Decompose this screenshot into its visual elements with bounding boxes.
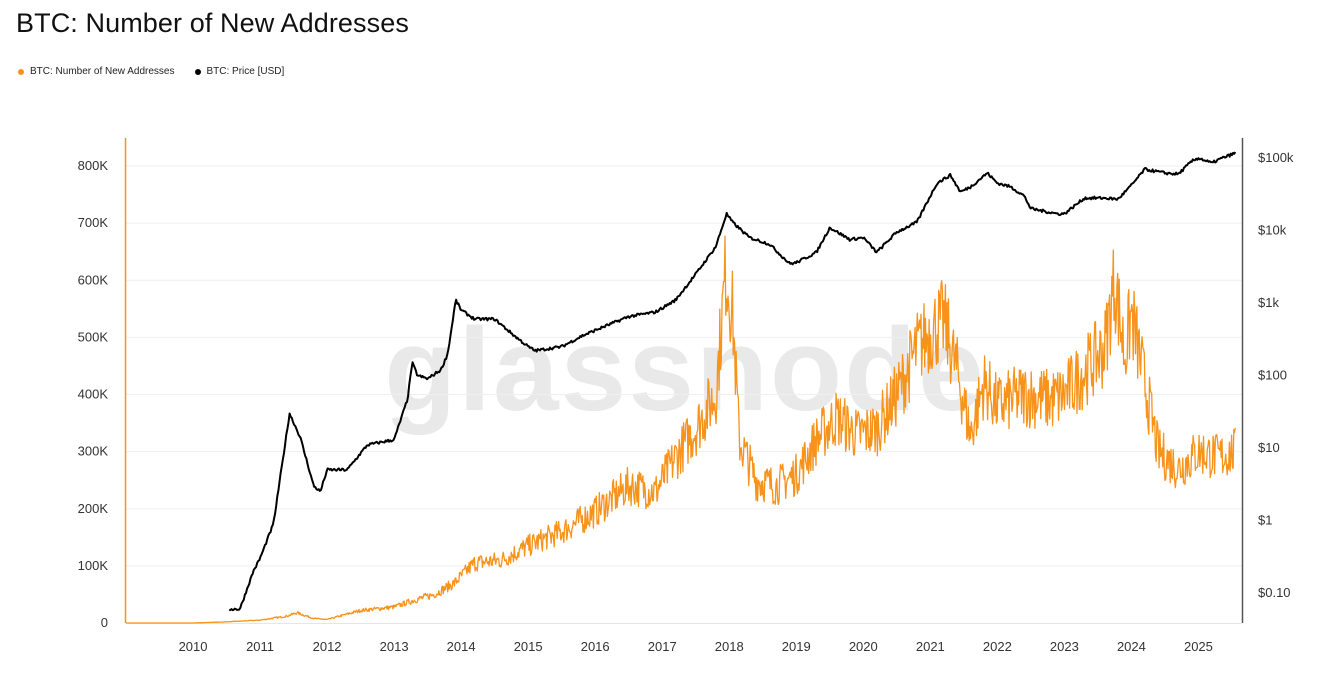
y-left-tick-label: 300K — [78, 444, 109, 459]
x-tick-label: 2019 — [782, 639, 811, 654]
x-tick-label: 2013 — [380, 639, 409, 654]
y-left-tick-label: 600K — [78, 272, 109, 287]
x-tick-label: 2014 — [447, 639, 476, 654]
y-right-tick-label: $100 — [1258, 368, 1287, 383]
x-tick-label: 2022 — [983, 639, 1012, 654]
x-tick-label: 2015 — [514, 639, 543, 654]
legend-item-price[interactable]: BTC: Price [USD] — [194, 66, 285, 77]
y-left-tick-label: 100K — [78, 558, 109, 573]
legend: BTC: Number of New Addresses BTC: Price … — [18, 66, 304, 77]
legend-label-price: BTC: Price [USD] — [206, 66, 285, 77]
y-left-tick-label: 700K — [78, 215, 109, 230]
legend-label-new-addresses: BTC: Number of New Addresses — [30, 66, 175, 77]
y-left-tick-label: 800K — [78, 158, 109, 173]
y-left-tick-label: 500K — [78, 329, 109, 344]
price-line — [228, 151, 1237, 612]
gridlines — [126, 165, 1242, 567]
new-addresses-line — [126, 235, 1236, 624]
x-tick-label: 2011 — [246, 639, 274, 654]
x-tick-label: 2024 — [1117, 639, 1146, 654]
x-tick-label: 2021 — [916, 639, 945, 654]
x-tick-label: 2016 — [581, 639, 610, 654]
y-right-tick-label: $100k — [1258, 150, 1294, 165]
legend-swatch-new-addresses — [18, 68, 24, 75]
axes — [124, 138, 1244, 624]
series-layer — [126, 151, 1237, 624]
x-tick-label: 2018 — [715, 639, 744, 654]
x-tick-label: 2020 — [849, 639, 878, 654]
y-right-tick-label: $1 — [1258, 513, 1272, 528]
y-left-tick-label: 0 — [101, 615, 108, 630]
chart-title: BTC: Number of New Addresses — [16, 8, 409, 38]
legend-swatch-price — [194, 68, 201, 75]
legend-item-new-addresses[interactable]: BTC: Number of New Addresses — [18, 66, 175, 77]
y-right-tick-label: $10 — [1258, 440, 1280, 455]
x-tick-label: 2017 — [648, 639, 677, 654]
y-left-tick-label: 200K — [78, 501, 109, 516]
y-right-tick-label: $0.10 — [1258, 585, 1291, 600]
tick-labels: 0 100K 200K 300K 400K 500K 600K 700K 800K $0.10 $1… — [78, 150, 1294, 654]
y-left-tick-label: 400K — [78, 387, 109, 402]
y-right-tick-label: $1k — [1258, 295, 1279, 310]
x-tick-label: 2023 — [1050, 639, 1079, 654]
y-right-tick-label: $10k — [1258, 223, 1287, 238]
x-tick-label: 2010 — [179, 639, 208, 654]
x-tick-label: 2012 — [313, 639, 342, 654]
x-tick-label: 2025 — [1184, 639, 1213, 654]
